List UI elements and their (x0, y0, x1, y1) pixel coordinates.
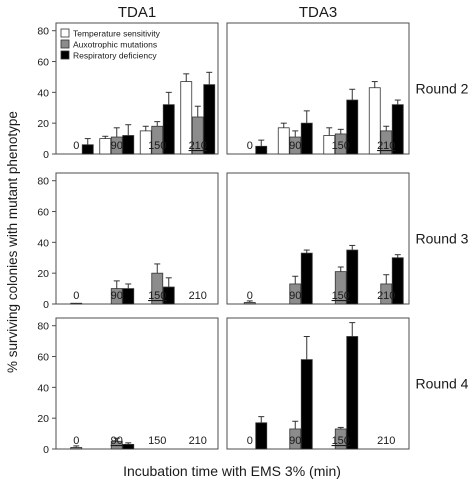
bar (277, 127, 290, 155)
bar (70, 447, 83, 450)
x-tick-label: 0 (73, 290, 79, 302)
x-tick-label: 90 (111, 435, 123, 447)
x-tick-label: 150 (332, 140, 350, 152)
y-tick-label: 80 (37, 26, 49, 38)
y-tick-label: 40 (37, 237, 49, 249)
x-axis-label: Incubation time with EMS 3% (min) (123, 463, 341, 479)
y-tick-label: 40 (37, 382, 49, 394)
column-title: TDA3 (299, 4, 337, 21)
y-tick-label: 20 (37, 118, 49, 130)
x-tick-label: 90 (289, 290, 301, 302)
bar (300, 252, 313, 305)
panel-frame (55, 22, 219, 155)
row-title: Round 2 (416, 81, 469, 97)
legend-swatch (60, 28, 70, 38)
bar (99, 138, 112, 155)
bar (255, 145, 268, 155)
bar (243, 302, 256, 305)
panel-tda1-round-2: 0 20 40 60 80 0 90 150 210 (37, 22, 219, 161)
panel-frame (226, 22, 410, 155)
panel-tda3-round-4: 0 90 150 210 (226, 317, 410, 450)
x-tick-label: 210 (377, 140, 395, 152)
legend-swatch (60, 39, 70, 49)
legend-label: Temperature sensitivity (73, 29, 161, 39)
bar (70, 302, 83, 305)
x-tick-label: 0 (73, 140, 79, 152)
bar (300, 359, 313, 450)
x-tick-label: 210 (377, 435, 395, 447)
legend-label: Respiratory deficiency (73, 51, 157, 61)
x-tick-label: 90 (289, 435, 301, 447)
panel-tda1-round-3: 0 20 40 60 80 0 90 150 210 (37, 172, 219, 311)
y-tick-label: 0 (43, 149, 49, 161)
y-tick-label: 60 (37, 352, 49, 364)
x-tick-label: 0 (247, 435, 253, 447)
x-tick-label: 210 (377, 290, 395, 302)
panel-tda1-round-4: 0 20 40 60 80 0 90 150 210 (37, 317, 219, 456)
x-tick-label: 150 (332, 435, 350, 447)
x-tick-label: 210 (189, 140, 207, 152)
y-tick-label: 20 (37, 413, 49, 425)
column-title: TDA1 (118, 4, 156, 21)
x-tick-label: 90 (111, 290, 123, 302)
row-title: Round 4 (416, 376, 469, 392)
x-tick-label: 0 (247, 140, 253, 152)
x-tick-label: 0 (247, 290, 253, 302)
panel-tda3-round-2: 0 90 150 210 (226, 22, 410, 155)
bar (122, 135, 135, 155)
x-tick-label: 150 (148, 435, 166, 447)
legend-label: Auxotrophic mutations (73, 40, 157, 50)
y-tick-label: 40 (37, 87, 49, 99)
bar (81, 144, 94, 155)
bar (122, 288, 135, 305)
panel-frame (226, 172, 410, 305)
x-tick-label: 210 (189, 290, 207, 302)
panel-frame (55, 317, 219, 450)
y-tick-label: 0 (43, 299, 49, 311)
panel-frame (226, 317, 410, 450)
y-tick-label: 60 (37, 57, 49, 69)
panel-tda3-round-3: 0 90 150 210 (226, 172, 410, 305)
x-tick-label: 150 (148, 290, 166, 302)
y-tick-label: 20 (37, 268, 49, 280)
panel-frame (55, 172, 219, 305)
y-tick-label: 60 (37, 207, 49, 219)
x-tick-label: 0 (73, 435, 79, 447)
bar (255, 422, 268, 450)
x-tick-label: 90 (111, 140, 123, 152)
y-axis-label: % surviving colonies with mutant phenoty… (5, 111, 20, 373)
bar (122, 443, 135, 450)
y-tick-label: 0 (43, 444, 49, 456)
x-tick-label: 150 (148, 140, 166, 152)
x-tick-label: 150 (332, 290, 350, 302)
row-title: Round 3 (416, 231, 469, 247)
y-tick-label: 80 (37, 176, 49, 188)
x-tick-label: 210 (189, 435, 207, 447)
bar (346, 336, 359, 450)
legend-swatch (60, 50, 70, 60)
x-tick-label: 90 (289, 140, 301, 152)
y-tick-label: 80 (37, 321, 49, 333)
bar (300, 122, 313, 155)
